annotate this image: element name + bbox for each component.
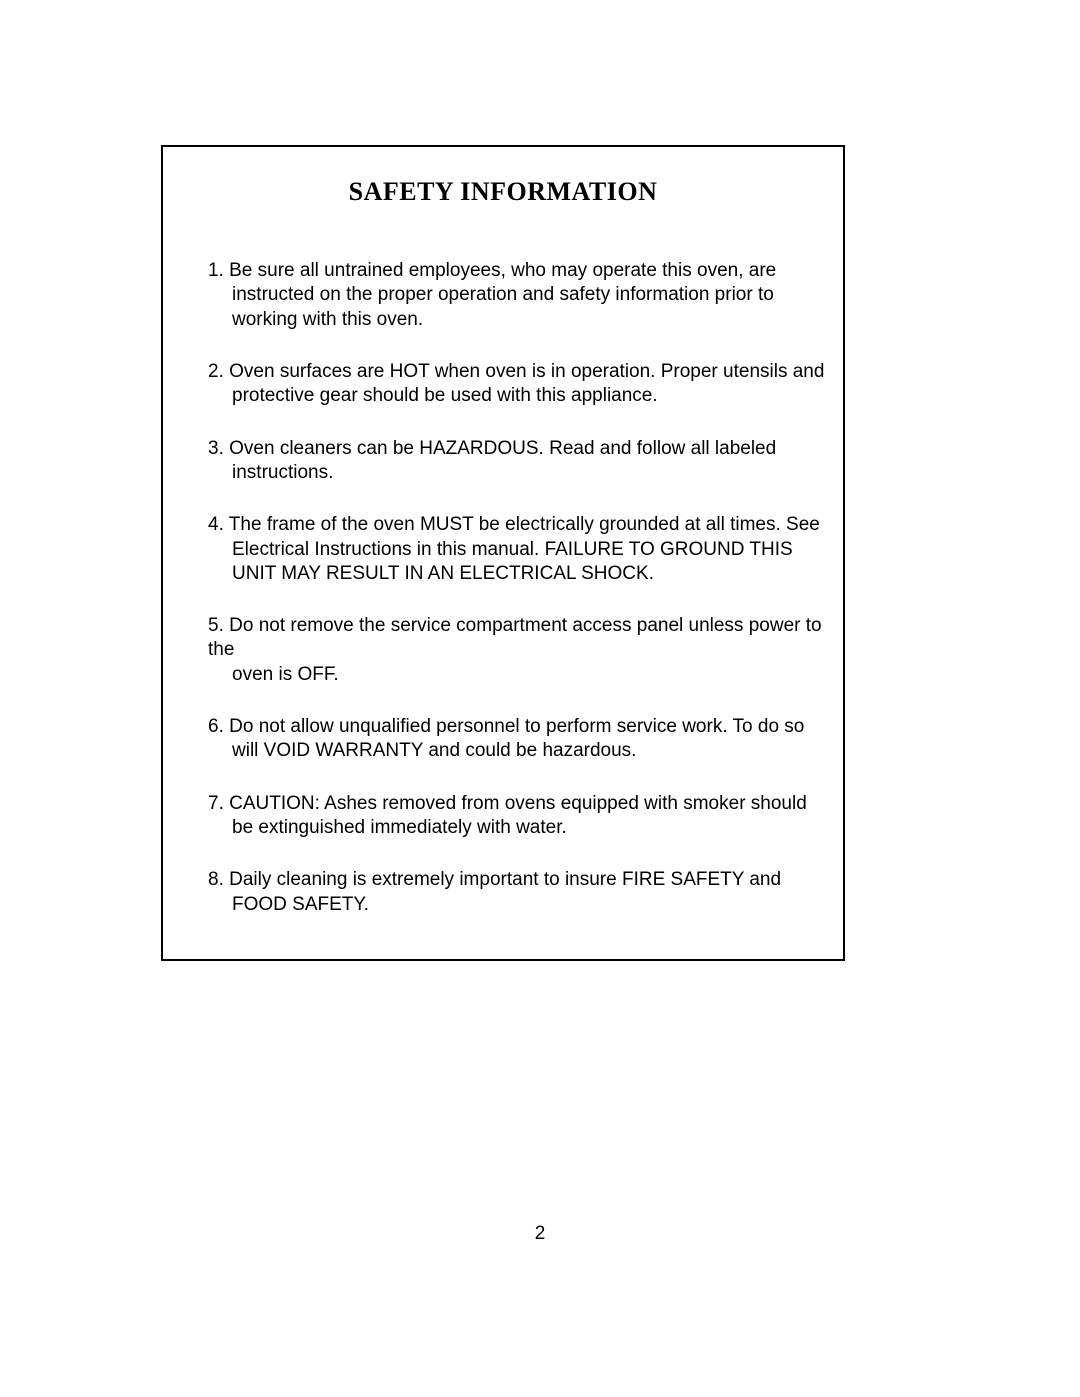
item-number: 1.	[208, 260, 224, 281]
item-continuation: instructed on the proper operation and s…	[232, 283, 837, 332]
item-continuation: instructions.	[232, 461, 837, 485]
safety-item-8: 8. Daily cleaning is extremely important…	[208, 868, 837, 917]
item-lead: Oven cleaners can be HAZARDOUS. Read and…	[224, 438, 776, 459]
page-number: 2	[0, 1223, 1080, 1245]
item-lead: Daily cleaning is extremely important to…	[224, 869, 781, 890]
item-lead: Oven surfaces are HOT when oven is in op…	[224, 361, 825, 382]
item-lead: CAUTION: Ashes removed from ovens equipp…	[224, 793, 807, 814]
item-number: 3.	[208, 438, 224, 459]
safety-item-7: 7. CAUTION: Ashes removed from ovens equ…	[208, 792, 837, 841]
item-number: 4.	[208, 514, 224, 535]
safety-title: SAFETY INFORMATION	[163, 177, 843, 207]
safety-item-6: 6. Do not allow unqualified personnel to…	[208, 715, 837, 764]
item-continuation: protective gear should be used with this…	[232, 384, 837, 408]
item-lead: Be sure all untrained employees, who may…	[224, 260, 776, 281]
item-number: 2.	[208, 361, 224, 382]
item-continuation: FOOD SAFETY.	[232, 893, 837, 917]
item-lead: The frame of the oven MUST be electrical…	[224, 514, 820, 535]
safety-item-2: 2. Oven surfaces are HOT when oven is in…	[208, 360, 837, 409]
safety-item-5: 5. Do not remove the service compartment…	[208, 614, 837, 687]
item-number: 7.	[208, 793, 224, 814]
safety-box: SAFETY INFORMATION 1. Be sure all untrai…	[161, 145, 845, 961]
item-continuation: will VOID WARRANTY and could be hazardou…	[232, 739, 837, 763]
item-number: 5.	[208, 615, 224, 636]
safety-item-4: 4. The frame of the oven MUST be electri…	[208, 513, 837, 586]
item-number: 8.	[208, 869, 224, 890]
item-lead: Do not remove the service compartment ac…	[208, 615, 822, 660]
document-page: SAFETY INFORMATION 1. Be sure all untrai…	[0, 0, 1080, 1397]
item-continuation: oven is OFF.	[232, 663, 837, 687]
item-lead: Do not allow unqualified personnel to pe…	[224, 716, 805, 737]
item-continuation: be extinguished immediately with water.	[232, 816, 837, 840]
safety-item-3: 3. Oven cleaners can be HAZARDOUS. Read …	[208, 437, 837, 486]
item-number: 6.	[208, 716, 224, 737]
safety-item-1: 1. Be sure all untrained employees, who …	[208, 259, 837, 332]
item-continuation: Electrical Instructions in this manual. …	[232, 538, 837, 587]
